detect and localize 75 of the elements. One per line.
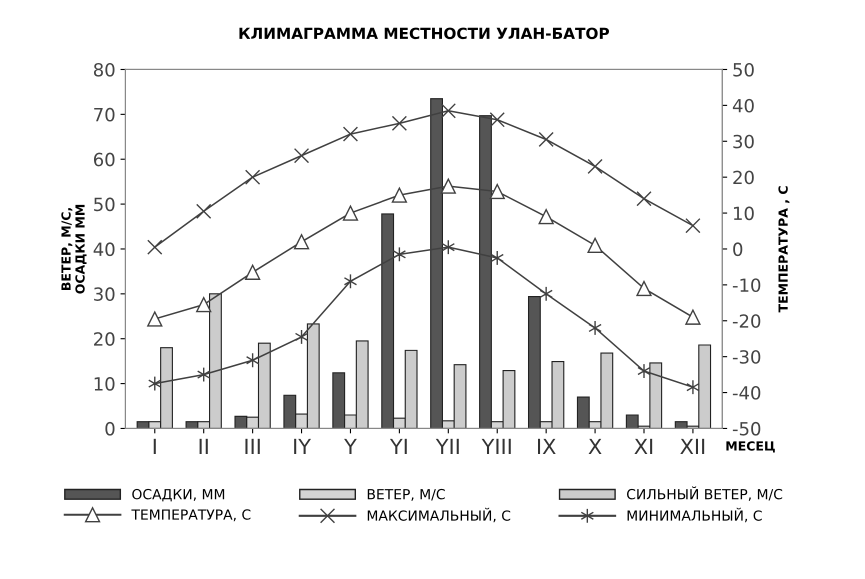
point <box>686 380 700 395</box>
point <box>392 246 406 262</box>
point <box>587 238 603 254</box>
y2-tick-label: -50 <box>732 422 760 436</box>
y2-axis-title: ТЕМПЕРАТУРА , С <box>778 186 790 312</box>
point <box>294 234 310 250</box>
point <box>244 170 260 185</box>
x-axis-title: МЕСЕЦ <box>726 441 775 452</box>
point <box>147 240 162 255</box>
x-tick-label: XII <box>680 438 704 454</box>
point <box>196 204 212 219</box>
point <box>196 296 212 312</box>
point <box>588 320 602 336</box>
y2-tick-label: -30 <box>732 350 760 364</box>
y2-tick-label: -20 <box>732 314 760 328</box>
x-tick-label: YII <box>436 438 459 454</box>
y2-tick-label: 50 <box>733 62 754 77</box>
x-tick-label: XI <box>634 438 652 454</box>
point <box>244 264 260 280</box>
y-tick-label: 20 <box>94 332 115 346</box>
point <box>342 205 358 221</box>
y-tick-label: 70 <box>94 108 115 122</box>
x-tick-label: III <box>245 438 260 454</box>
x-tick-label: Y <box>344 438 357 454</box>
point <box>490 184 505 200</box>
x-tick-label: YIII <box>482 438 511 454</box>
x-tick-label: X <box>588 438 602 454</box>
point <box>636 191 652 206</box>
point <box>392 187 408 203</box>
point <box>685 218 701 234</box>
x-tick-label: YI <box>390 438 407 454</box>
point <box>587 158 603 174</box>
legend-label: ВЕТЕР, М/С <box>368 488 445 501</box>
x-tick-label: I <box>154 438 156 454</box>
x-tick-label: II <box>200 438 208 454</box>
y2-tick-label: 10 <box>734 206 754 220</box>
y2-tick-label: 20 <box>733 170 754 184</box>
legend-label: ТЕМПЕРАТУРА, С <box>131 509 250 522</box>
y2-tick-label: 30 <box>733 134 754 148</box>
point <box>538 209 554 224</box>
y2-tick-label: -40 <box>732 386 760 400</box>
point <box>392 116 408 131</box>
point <box>246 352 260 368</box>
x-tick-label: IX <box>538 438 556 454</box>
point <box>490 250 504 266</box>
point <box>539 286 553 302</box>
point <box>147 311 162 327</box>
y-tick-label: 30 <box>94 287 115 301</box>
x-tick-label: IY <box>294 438 312 454</box>
point <box>538 132 554 148</box>
point <box>490 112 505 128</box>
point <box>440 103 456 118</box>
y-tick-label: 80 <box>94 62 115 77</box>
y-tick-label: 60 <box>94 152 115 166</box>
point <box>148 376 162 392</box>
legend-label: МИНИМАЛЬНЫЙ, С <box>628 508 762 522</box>
y2-tick-label: 40 <box>732 98 754 112</box>
point <box>636 280 652 296</box>
y-tick-label: 10 <box>94 377 115 391</box>
point <box>342 126 358 142</box>
point <box>196 366 210 382</box>
chart-title: КЛИМАГРАММА МЕСТНОСТИ УЛАН-БАТОР <box>239 28 610 40</box>
y-tick-label: 50 <box>94 198 115 212</box>
point <box>440 178 456 194</box>
legend-label: ОСАДКИ, ММ <box>132 488 224 502</box>
legend-label: СИЛЬНЫЙ ВЕТЕР, М/С <box>626 486 782 501</box>
point <box>294 148 310 164</box>
legend-label: МАКСИМАЛЬНЫЙ, С <box>368 508 510 522</box>
y-tick-label: 0 <box>105 422 115 436</box>
y2-tick-label: 0 <box>733 242 742 256</box>
point <box>685 310 701 325</box>
y2-tick-label: -10 <box>732 278 760 292</box>
y-axis-title: ВЕТЕР, М/С, ОСАДКИ ММ <box>61 204 87 294</box>
y-tick-label: 40 <box>94 242 115 256</box>
point <box>442 240 456 255</box>
